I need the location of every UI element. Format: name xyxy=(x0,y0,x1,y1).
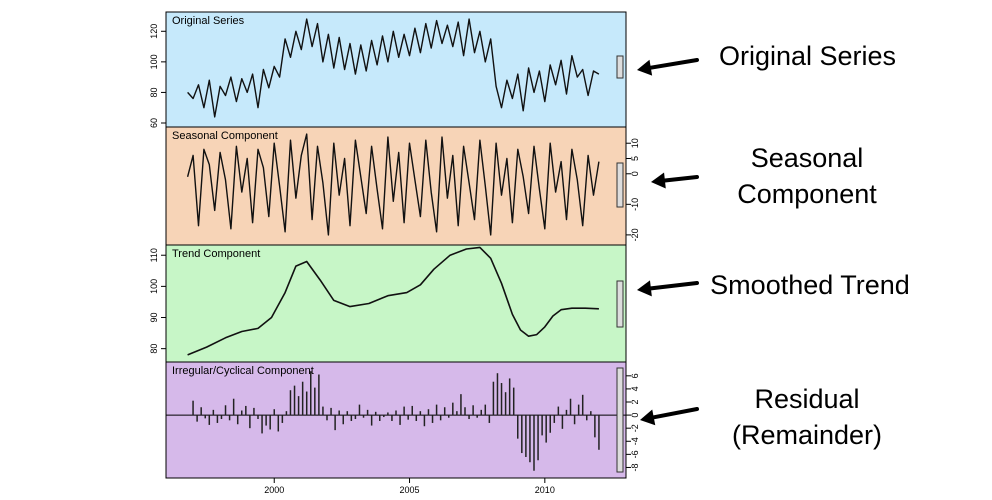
panel-seasonal: Seasonal Component -20 -10 0 5 10 xyxy=(165,126,640,246)
y-tick-label: 100 xyxy=(149,279,159,294)
y-tick-label: 4 xyxy=(630,386,640,391)
y-tick-label: 120 xyxy=(149,24,159,39)
panel-residual: Irregular/Cyclical Component -8 -6 -4 -2 0 2 4 6 xyxy=(165,361,640,479)
y-tick-label: 0 xyxy=(630,413,640,418)
x-tick-label: 2000 xyxy=(264,485,284,495)
callout-line: (Remainder) xyxy=(731,420,883,450)
callout-line: Smoothed Trend xyxy=(710,270,910,300)
callout-line: Component xyxy=(737,179,877,209)
y-tick-label: -4 xyxy=(630,437,640,445)
panel-label: Trend Component xyxy=(172,248,260,260)
callout-line: Residual xyxy=(754,384,860,414)
arrow-icon xyxy=(648,281,699,291)
y-tick-label: 90 xyxy=(149,313,159,323)
callout-residual: Residual (Remainder) xyxy=(712,381,902,453)
x-tick-label: 2005 xyxy=(400,485,420,495)
x-axis: 2000 2005 2010 xyxy=(264,478,555,495)
y-tick-label: 2 xyxy=(630,399,640,404)
scale-bar xyxy=(616,162,624,208)
series-line-original xyxy=(187,18,600,118)
callout-smoothed-trend: Smoothed Trend xyxy=(690,267,930,303)
scale-bar xyxy=(616,367,624,473)
y-tick-label: 80 xyxy=(149,87,159,97)
y-tick-label: 100 xyxy=(149,54,159,69)
scale-bar xyxy=(616,280,624,328)
series-line-seasonal xyxy=(186,133,600,236)
panel-label: Original Series xyxy=(172,15,245,27)
panel-label: Irregular/Cyclical Component xyxy=(172,365,314,377)
arrow-icon xyxy=(662,175,699,183)
y-tick-label: -2 xyxy=(630,424,640,432)
y-tick-label: 0 xyxy=(630,171,640,176)
y-tick-label: -10 xyxy=(630,198,640,211)
arrow-head-icon xyxy=(637,280,652,297)
series-line-trend xyxy=(187,246,599,356)
scale-bar xyxy=(616,55,624,79)
panel-background xyxy=(165,361,627,479)
y-tick-label: -6 xyxy=(630,450,640,458)
y-tick-label: 60 xyxy=(149,118,159,128)
callout-line: Original Series xyxy=(718,41,897,71)
arrow-icon xyxy=(651,407,699,420)
panel-background xyxy=(165,244,627,363)
arrow-head-icon xyxy=(651,172,666,189)
panel-background xyxy=(165,11,627,128)
callout-arrows xyxy=(637,58,699,426)
panel-trend: Trend Component 80 90 100 110 xyxy=(149,244,627,363)
arrow-icon xyxy=(648,58,699,70)
arrow-head-icon xyxy=(640,409,656,426)
y-tick-label: -8 xyxy=(630,463,640,471)
y-tick-label: 110 xyxy=(149,248,159,262)
callout-line: Seasonal xyxy=(750,143,864,173)
callout-original-series: Original Series xyxy=(695,38,920,74)
y-tick-label: -20 xyxy=(630,228,640,241)
y-tick-label: 80 xyxy=(149,344,159,354)
panel-label: Seasonal Component xyxy=(172,130,278,142)
y-tick-label: 5 xyxy=(630,156,640,161)
panel-original: Original Series 60 80 100 120 xyxy=(149,11,627,128)
x-tick-label: 2010 xyxy=(535,485,555,495)
y-tick-label: 10 xyxy=(630,138,640,148)
callout-seasonal-component: Seasonal Component xyxy=(712,140,902,212)
arrow-head-icon xyxy=(637,59,653,76)
y-tick-label: 6 xyxy=(630,373,640,378)
